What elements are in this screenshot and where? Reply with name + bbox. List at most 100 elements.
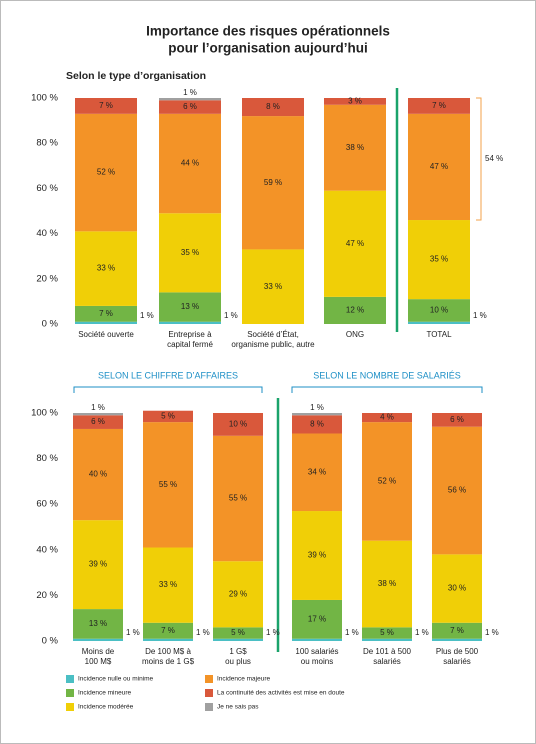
bar-segment (362, 540, 412, 628)
bar-segment (408, 220, 470, 300)
bar-segment (292, 413, 342, 416)
bar-segment (292, 599, 342, 639)
x-tick-label: salariés (443, 657, 471, 666)
section-title: SELON LE NOMBRE DE SALARIÉS (313, 370, 461, 380)
value-label: 56 % (448, 486, 466, 495)
value-label: 1 % (183, 88, 197, 97)
bar-segment (73, 413, 123, 416)
value-label: 7 % (432, 101, 446, 110)
value-label: 1 % (140, 311, 154, 320)
bar-segment (292, 638, 342, 641)
legend-label: Incidence nulle ou minime (78, 676, 154, 683)
value-label: 7 % (99, 309, 113, 318)
y-tick-label: 100 % (31, 93, 58, 104)
bracket-label: 54 % (485, 154, 503, 163)
bracket (476, 97, 482, 221)
value-label: 33 % (264, 282, 282, 291)
x-tick-label: Plus de 500 (436, 647, 479, 656)
bar-segment (143, 547, 193, 623)
y-tick-label: 100 % (31, 408, 58, 419)
value-label: 1 % (126, 628, 140, 637)
value-label: 39 % (308, 551, 326, 560)
bar-segment (242, 116, 304, 250)
bar-segment (73, 415, 123, 429)
value-label: 4 % (380, 413, 394, 422)
value-label: 1 % (485, 628, 499, 637)
bar-segment (75, 98, 137, 114)
value-label: 38 % (378, 579, 396, 588)
bar-segment (324, 296, 386, 324)
x-tick-label: 100 salariés (295, 647, 338, 656)
bar-segment (362, 422, 412, 541)
value-label: 1 % (415, 628, 429, 637)
value-label: 1 % (310, 403, 324, 412)
value-label: 1 % (196, 628, 210, 637)
value-label: 59 % (264, 178, 282, 187)
value-label: 12 % (346, 306, 364, 315)
bar-segment (242, 98, 304, 117)
value-label: 3 % (348, 96, 362, 105)
value-label: 33 % (159, 580, 177, 589)
bar-segment (292, 511, 342, 600)
legend-swatch (66, 675, 74, 683)
bar-segment (75, 321, 137, 324)
bar-segment (159, 213, 221, 293)
x-tick-label: moins de 1 G$ (142, 657, 195, 666)
bar-segment (213, 435, 263, 562)
bar-segment (213, 413, 263, 436)
x-tick-label: ou moins (301, 657, 333, 666)
y-tick-label: 60 % (36, 183, 58, 194)
legend-label: Incidence modérée (78, 704, 134, 711)
y-tick-label: 0 % (42, 319, 59, 330)
y-tick-label: 60 % (36, 499, 58, 510)
bar-segment (159, 113, 221, 214)
title-line: Importance des risques opérationnels (146, 24, 390, 39)
y-tick-label: 40 % (36, 228, 58, 239)
x-tick-label: capital fermé (167, 340, 213, 349)
bar-segment (408, 299, 470, 322)
bar-segment (143, 410, 193, 423)
value-label: 47 % (346, 239, 364, 248)
bar-segment (432, 426, 482, 555)
value-label: 6 % (91, 417, 105, 426)
bar-segment (75, 231, 137, 306)
value-label: 55 % (229, 494, 247, 503)
y-tick-label: 80 % (36, 453, 58, 464)
x-tick-label: De 100 M$ à (145, 647, 191, 656)
value-label: 6 % (450, 415, 464, 424)
y-tick-label: 40 % (36, 544, 58, 555)
value-label: 34 % (308, 467, 326, 476)
bar-segment (159, 292, 221, 322)
value-label: 6 % (183, 102, 197, 111)
bar-segment (159, 321, 221, 324)
x-tick-label: salariés (373, 657, 401, 666)
bar-segment (159, 98, 221, 101)
x-tick-label: 1 G$ (229, 647, 247, 656)
value-label: 35 % (430, 255, 448, 264)
x-tick-label: Moins de (82, 647, 115, 656)
x-tick-label: Entreprise à (168, 330, 212, 339)
bar-segment (213, 638, 263, 641)
y-tick-label: 80 % (36, 138, 58, 149)
bar-segment (143, 422, 193, 548)
x-tick-label: ou plus (225, 657, 251, 666)
value-label: 8 % (310, 420, 324, 429)
value-label: 13 % (181, 302, 199, 311)
value-label: 55 % (159, 480, 177, 489)
value-label: 1 % (266, 628, 280, 637)
value-label: 35 % (181, 248, 199, 257)
bar-segment (292, 433, 342, 512)
x-tick-label: TOTAL (426, 330, 452, 339)
bar-segment (242, 249, 304, 324)
bar-segment (362, 627, 412, 639)
legend-label: Incidence mineure (78, 690, 131, 697)
legend-swatch (205, 675, 213, 683)
bar-segment (324, 104, 386, 191)
value-label: 1 % (473, 311, 487, 320)
section-title: SELON LE CHIFFRE D’AFFAIRES (98, 370, 238, 380)
value-label: 39 % (89, 560, 107, 569)
value-label: 8 % (266, 102, 280, 111)
value-label: 13 % (89, 619, 107, 628)
value-label: 1 % (91, 403, 105, 412)
